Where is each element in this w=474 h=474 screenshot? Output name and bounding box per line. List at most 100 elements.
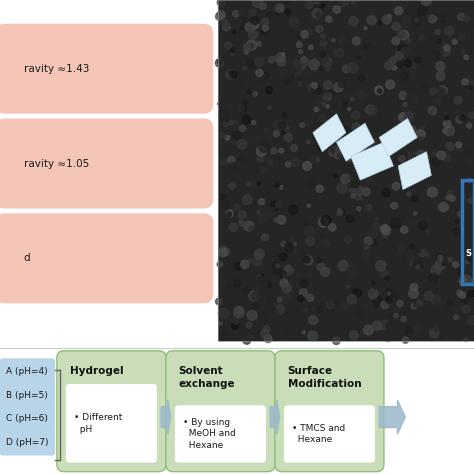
Circle shape (247, 90, 251, 94)
Circle shape (433, 149, 440, 156)
Circle shape (303, 256, 310, 263)
FancyBboxPatch shape (284, 405, 375, 463)
Circle shape (222, 19, 230, 27)
Circle shape (346, 215, 354, 222)
Circle shape (217, 10, 225, 19)
Circle shape (233, 131, 241, 139)
Circle shape (411, 16, 421, 26)
Circle shape (465, 260, 469, 264)
Circle shape (415, 129, 425, 139)
Circle shape (462, 305, 470, 313)
Circle shape (349, 176, 353, 179)
Circle shape (356, 309, 362, 315)
Circle shape (279, 148, 283, 153)
Circle shape (301, 58, 309, 65)
Polygon shape (398, 152, 431, 190)
Circle shape (333, 6, 340, 13)
Circle shape (279, 110, 282, 114)
Circle shape (463, 255, 467, 258)
Circle shape (226, 70, 235, 79)
Circle shape (364, 325, 373, 335)
Circle shape (260, 102, 265, 109)
Circle shape (372, 321, 382, 330)
Circle shape (354, 186, 364, 195)
Circle shape (289, 238, 294, 243)
Circle shape (373, 296, 383, 306)
Circle shape (434, 98, 440, 104)
Circle shape (447, 300, 453, 307)
Circle shape (468, 258, 472, 262)
Circle shape (283, 319, 291, 325)
Circle shape (297, 76, 301, 80)
Circle shape (385, 276, 390, 280)
Circle shape (308, 179, 317, 188)
Circle shape (239, 82, 243, 85)
Circle shape (316, 26, 323, 32)
Circle shape (315, 135, 321, 142)
Circle shape (462, 79, 468, 85)
Circle shape (400, 115, 403, 118)
Circle shape (290, 17, 300, 27)
Circle shape (461, 295, 469, 303)
Circle shape (442, 261, 447, 265)
Circle shape (421, 125, 424, 129)
Circle shape (284, 243, 293, 252)
Circle shape (219, 113, 223, 117)
Text: d: d (24, 253, 30, 264)
Circle shape (336, 3, 341, 9)
Circle shape (378, 21, 382, 25)
Circle shape (338, 36, 345, 43)
Circle shape (414, 212, 417, 215)
Circle shape (341, 174, 350, 183)
Circle shape (240, 221, 245, 227)
Circle shape (252, 120, 255, 125)
Circle shape (284, 9, 291, 15)
Circle shape (234, 280, 240, 287)
Circle shape (357, 207, 361, 210)
Circle shape (386, 266, 390, 269)
Circle shape (367, 16, 376, 25)
Circle shape (236, 306, 243, 314)
Circle shape (276, 53, 285, 63)
Circle shape (362, 244, 369, 251)
Circle shape (337, 154, 341, 158)
Circle shape (358, 75, 365, 82)
Circle shape (391, 218, 401, 228)
Circle shape (383, 168, 390, 175)
Circle shape (305, 70, 312, 77)
Circle shape (233, 10, 239, 17)
Circle shape (448, 257, 453, 262)
Circle shape (398, 258, 403, 263)
Circle shape (305, 221, 308, 224)
Circle shape (304, 256, 313, 265)
Circle shape (338, 261, 348, 271)
Circle shape (263, 25, 268, 31)
Circle shape (320, 116, 327, 123)
Circle shape (259, 143, 269, 152)
Circle shape (327, 3, 331, 7)
Circle shape (454, 97, 462, 104)
Circle shape (388, 15, 392, 18)
Circle shape (379, 170, 383, 174)
Circle shape (387, 292, 390, 295)
Circle shape (280, 186, 283, 190)
Circle shape (408, 152, 418, 162)
Circle shape (416, 248, 420, 253)
Circle shape (267, 296, 274, 304)
Circle shape (322, 102, 325, 105)
Circle shape (401, 47, 410, 55)
Circle shape (378, 89, 382, 93)
Circle shape (230, 48, 235, 53)
Circle shape (382, 15, 391, 24)
Circle shape (302, 219, 311, 227)
Circle shape (261, 27, 268, 35)
Circle shape (316, 185, 323, 192)
Circle shape (334, 82, 343, 92)
Circle shape (229, 120, 234, 125)
Circle shape (468, 290, 474, 297)
Circle shape (228, 156, 235, 164)
Circle shape (407, 192, 411, 196)
Circle shape (308, 83, 316, 91)
Circle shape (243, 337, 251, 344)
Circle shape (399, 30, 409, 40)
